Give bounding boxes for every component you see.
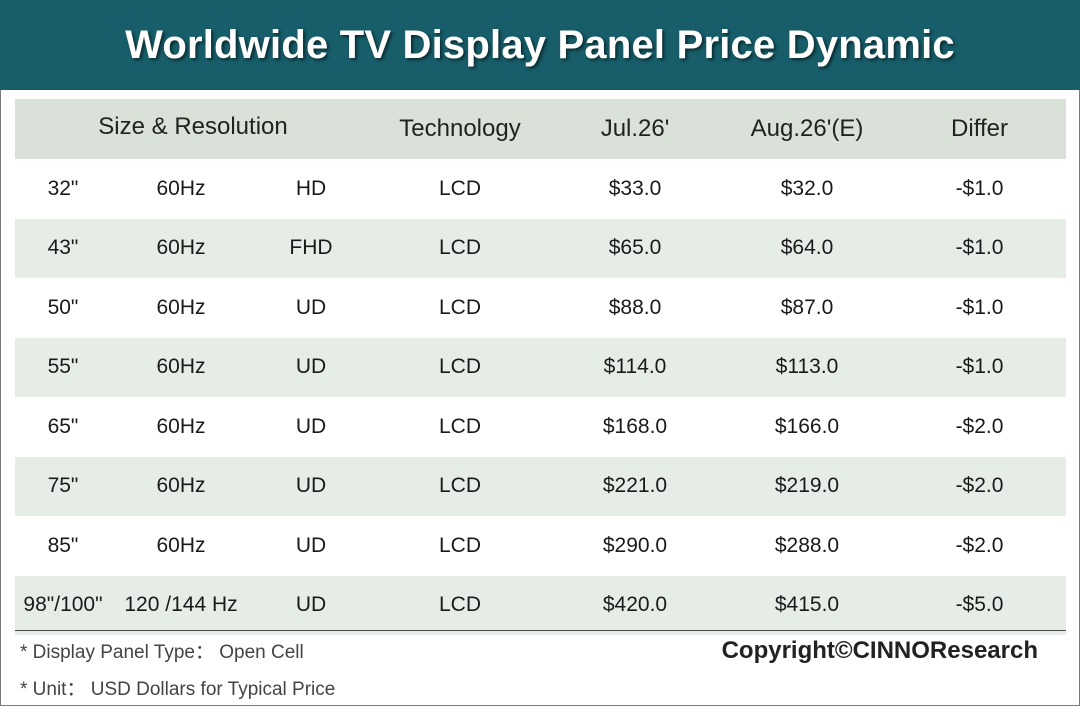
cell-size: 32" <box>47 176 79 200</box>
cell-differ: -$1.0 <box>955 295 1004 319</box>
cell-refresh-rate: 60Hz <box>156 236 206 260</box>
table-header-row: Size & Resolution Technology Jul.26' Aug… <box>15 99 1066 159</box>
cell-refresh-rate: 120 /144 Hz <box>124 593 238 617</box>
note-panel-type: * Display Panel Type： Open Cell <box>20 642 304 663</box>
cell-jul-price: $114.0 <box>603 355 667 379</box>
table-row: 50" 60Hz UD LCD $88.0 $87.0 -$1.0 <box>15 278 1066 338</box>
cell-refresh-rate: 60Hz <box>156 355 206 379</box>
cell-resolution: UD <box>295 414 327 438</box>
cell-aug-price: $166.0 <box>774 414 840 438</box>
cell-differ: -$2.0 <box>955 533 1004 557</box>
cell-resolution: HD <box>295 176 327 200</box>
cell-size: 85" <box>47 533 79 557</box>
table-bottom-rule <box>15 630 1066 631</box>
cell-size: 50" <box>47 295 79 319</box>
cell-refresh-rate: 60Hz <box>156 474 206 498</box>
cell-refresh-rate: 60Hz <box>156 414 206 438</box>
header-size-resolution: Size & Resolution <box>98 113 288 140</box>
cell-size: 98"/100" <box>23 593 103 617</box>
header-aug: Aug.26'(E) <box>750 115 864 142</box>
header-jul: Jul.26' <box>600 115 670 142</box>
cell-differ: -$1.0 <box>955 236 1004 260</box>
header-differ: Differ <box>951 115 1008 142</box>
cell-differ: -$2.0 <box>955 414 1004 438</box>
table-body: 32" 60Hz HD LCD $33.0 $32.0 -$1.0 43" 60Hz FHD LCD… <box>15 159 1066 635</box>
table-row: 65" 60Hz UD LCD $168.0 $166.0 -$2.0 <box>15 397 1066 457</box>
cell-resolution: UD <box>295 295 327 319</box>
cell-technology: LCD <box>438 295 481 319</box>
copyright-text: Copyright©CINNOResearch <box>721 637 1038 664</box>
table-row: 75" 60Hz UD LCD $221.0 $219.0 -$2.0 <box>15 456 1066 516</box>
note-unit: * Unit： USD Dollars for Typical Price <box>20 679 336 700</box>
cell-jul-price: $290.0 <box>602 533 668 557</box>
cell-technology: LCD <box>438 533 481 557</box>
cell-jul-price: $88.0 <box>608 295 662 319</box>
cell-resolution: UD <box>295 593 327 617</box>
chart-title: Worldwide TV Display Panel Price Dynamic <box>125 22 955 67</box>
cell-aug-price: $113.0 <box>775 355 839 379</box>
table-row: 32" 60Hz HD LCD $33.0 $32.0 -$1.0 <box>15 159 1066 219</box>
cell-jul-price: $420.0 <box>602 593 668 617</box>
title-bar: Worldwide TV Display Panel Price Dynamic <box>0 0 1080 90</box>
cell-refresh-rate: 60Hz <box>156 533 206 557</box>
cell-aug-price: $288.0 <box>774 533 840 557</box>
cell-differ: -$1.0 <box>955 355 1004 379</box>
cell-size: 75" <box>47 474 79 498</box>
cell-technology: LCD <box>438 414 481 438</box>
cell-aug-price: $64.0 <box>780 236 834 260</box>
cell-technology: LCD <box>438 176 481 200</box>
header-technology: Technology <box>399 115 521 142</box>
table-row: 43" 60Hz FHD LCD $65.0 $64.0 -$1.0 <box>15 218 1066 278</box>
cell-technology: LCD <box>438 236 481 260</box>
table-row: 55" 60Hz UD LCD $114.0 $113.0 -$1.0 <box>15 337 1066 397</box>
cell-size: 65" <box>47 414 79 438</box>
table-row: 85" 60Hz UD LCD $290.0 $288.0 -$2.0 <box>15 516 1066 576</box>
cell-size: 55" <box>47 355 79 379</box>
cell-technology: LCD <box>438 593 481 617</box>
cell-aug-price: $415.0 <box>774 593 840 617</box>
cell-technology: LCD <box>438 474 481 498</box>
cell-differ: -$5.0 <box>955 593 1004 617</box>
cell-refresh-rate: 60Hz <box>156 295 206 319</box>
cell-resolution: UD <box>295 533 327 557</box>
price-table: Size & Resolution Technology Jul.26' Aug… <box>15 99 1066 635</box>
cell-resolution: UD <box>295 355 327 379</box>
cell-size: 43" <box>47 236 79 260</box>
cell-jul-price: $221.0 <box>602 474 668 498</box>
cell-jul-price: $65.0 <box>608 236 662 260</box>
cell-jul-price: $168.0 <box>602 414 668 438</box>
cell-technology: LCD <box>438 355 481 379</box>
cell-jul-price: $33.0 <box>608 176 662 200</box>
cell-resolution: FHD <box>289 236 333 260</box>
cell-aug-price: $32.0 <box>780 176 834 200</box>
cell-aug-price: $87.0 <box>780 295 834 319</box>
table-row: 98"/100" 120 /144 Hz UD LCD $420.0 $415.0 -$5.… <box>15 575 1066 635</box>
cell-aug-price: $219.0 <box>774 474 840 498</box>
cell-resolution: UD <box>295 474 327 498</box>
cell-differ: -$2.0 <box>955 474 1004 498</box>
cell-refresh-rate: 60Hz <box>156 176 206 200</box>
cell-differ: -$1.0 <box>955 176 1004 200</box>
